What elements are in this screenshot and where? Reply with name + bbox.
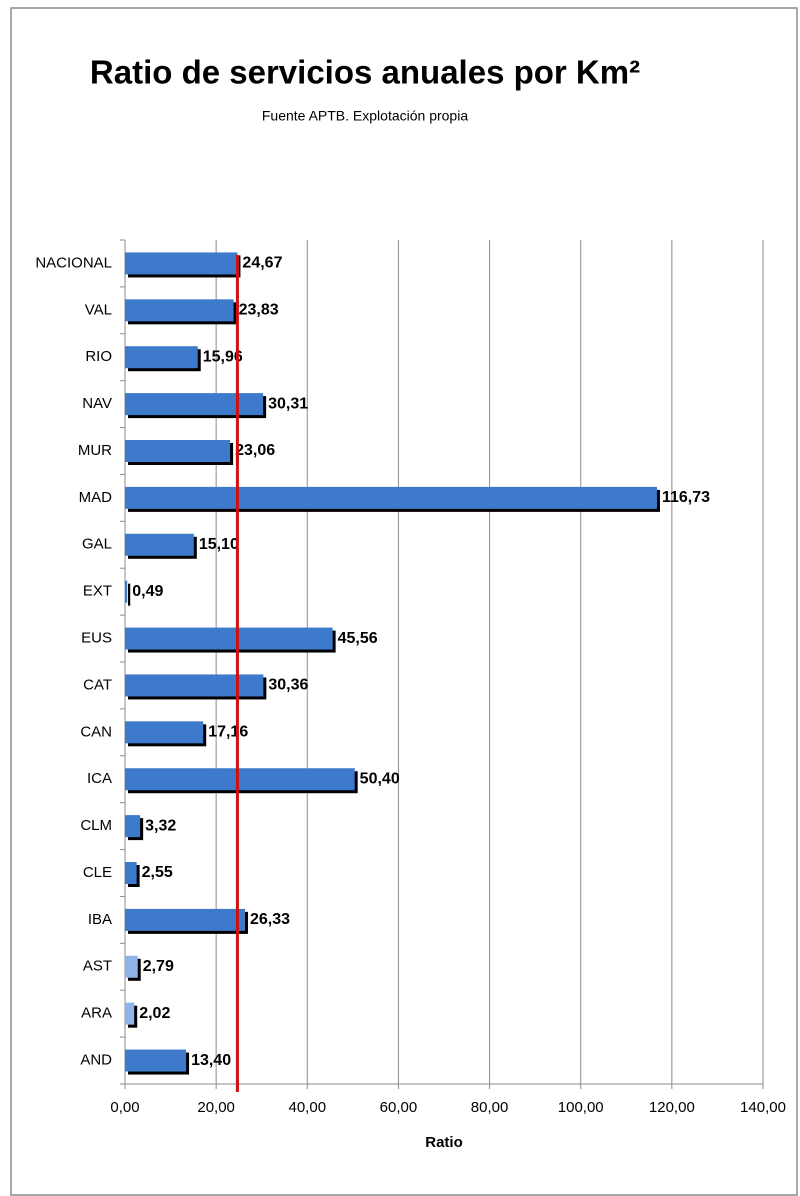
y-tick-label: NAV [82,395,112,412]
y-tick-label: MUR [78,442,112,459]
bar [125,674,264,697]
y-tick-label: CAT [83,676,112,693]
y-tick-label: EUS [81,630,112,647]
value-label: 50,40 [360,770,400,787]
bar [125,627,333,650]
bar [125,815,141,838]
y-tick-label: VAL [85,301,112,318]
y-tick-label: ICA [87,770,112,787]
value-label: 23,06 [235,442,275,459]
x-tick-label: 60,00 [380,1099,418,1116]
bar [125,299,234,322]
bar [125,908,245,931]
y-tick-label: RIO [85,348,112,365]
value-label: 3,32 [145,817,176,834]
bar [125,533,194,556]
value-label: 23,83 [239,302,279,319]
bar [125,486,657,509]
y-tick-label: CAN [80,723,112,740]
x-axis-label: Ratio [425,1134,463,1151]
bar-shadow [128,583,131,606]
chart-title: Ratio de servicios anuales por Km² [90,54,640,91]
bar [125,862,137,884]
y-tick-label: CLM [80,817,112,834]
x-tick-label: 120,00 [649,1099,695,1116]
chart-border [10,7,798,1196]
bar [125,440,231,462]
x-tick-label: 100,00 [558,1099,604,1116]
value-label: 15,96 [203,348,243,365]
value-label: 13,40 [191,1052,231,1069]
value-label: 2,02 [139,1005,170,1022]
value-label: 2,79 [143,958,174,975]
y-tick-label: CLE [83,864,112,881]
bar [125,1002,135,1025]
bar [125,580,128,603]
bar [125,955,138,978]
value-label: 17,16 [208,724,248,741]
x-tick-label: 20,00 [197,1099,235,1116]
x-tick-label: 40,00 [289,1099,327,1116]
value-label: 30,31 [268,395,308,412]
value-label: 24,67 [242,255,282,272]
y-tick-label: NACIONAL [35,254,112,271]
y-tick-label: GAL [82,536,112,553]
chart-subtitle: Fuente APTB. Explotación propia [262,108,468,124]
value-label: 30,36 [268,677,308,694]
x-tick-label: 140,00 [740,1099,786,1116]
bar [125,768,355,791]
bar [125,721,204,744]
bar [125,252,238,275]
y-tick-label: ARA [81,1005,112,1022]
value-label: 116,73 [662,489,710,506]
value-label: 45,56 [338,630,378,647]
x-tick-label: 0,00 [110,1099,139,1116]
bar [125,393,264,416]
bar [125,346,198,369]
y-tick-label: AST [83,958,112,975]
y-tick-label: MAD [79,489,113,506]
y-tick-label: EXT [83,583,112,600]
value-label: 15,10 [199,536,239,553]
x-tick-label: 80,00 [471,1099,509,1116]
y-tick-label: AND [80,1052,112,1069]
value-label: 2,55 [142,864,173,881]
y-tick-label: IBA [88,911,112,928]
bar [125,1049,187,1072]
value-label: 0,49 [132,583,163,600]
value-label: 26,33 [250,911,290,928]
